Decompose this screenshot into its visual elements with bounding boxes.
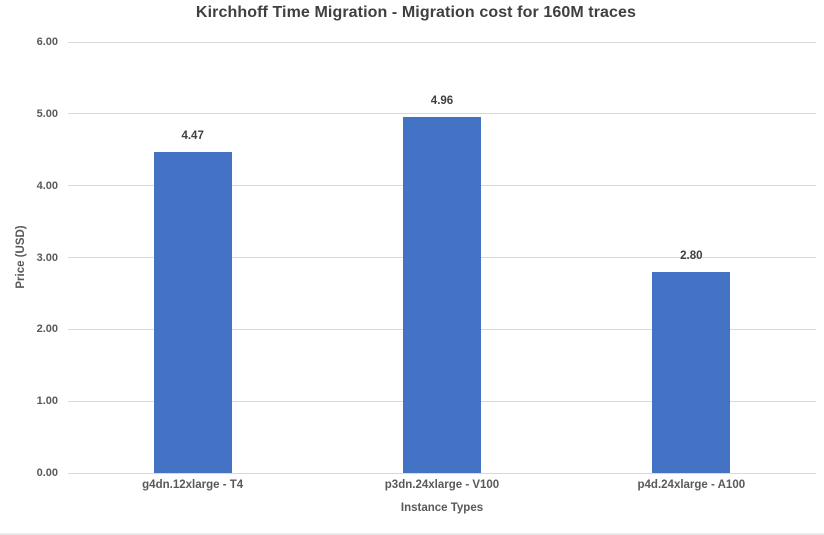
bar-group: 2.80 <box>652 42 731 473</box>
gridline-y-0.00 <box>68 472 816 474</box>
x-tick-label: p3dn.24xlarge - V100 <box>384 479 500 491</box>
bar-group: 4.96 <box>403 42 481 473</box>
bar-p4d.24xlarge - A100 <box>652 271 731 473</box>
x-tick-label: g4dn.12xlarge - T4 <box>142 479 244 491</box>
chart-title: Kirchhoff Time Migration - Migration cos… <box>195 4 637 21</box>
bar-value-label: 4.96 <box>430 94 454 107</box>
y-tick-label: 6.00 <box>36 36 58 48</box>
y-tick-label: 2.00 <box>36 323 58 336</box>
plot-area: 4.47 4.96 2.80 <box>68 41 816 474</box>
x-tick-label: p4d.24xlarge - A100 <box>637 479 746 491</box>
bar-value-label: 4.47 <box>181 129 204 142</box>
y-tick-label: 1.00 <box>36 395 58 408</box>
gridline-y-6.00 <box>68 41 816 43</box>
y-tick-label: 4.00 <box>36 179 58 192</box>
gridline-y-5.00 <box>68 113 816 115</box>
bar-g4dn.12xlarge - T4 <box>153 151 232 473</box>
x-axis-title: Instance Types <box>400 502 484 514</box>
bar-p3dn.24xlarge - V100 <box>403 116 481 473</box>
y-tick-label: 3.00 <box>36 251 58 264</box>
bar-group: 4.47 <box>153 42 232 473</box>
y-tick-label: 5.00 <box>36 107 58 120</box>
y-tick-label: 0.00 <box>36 467 58 479</box>
bar-value-label: 2.80 <box>680 249 703 262</box>
